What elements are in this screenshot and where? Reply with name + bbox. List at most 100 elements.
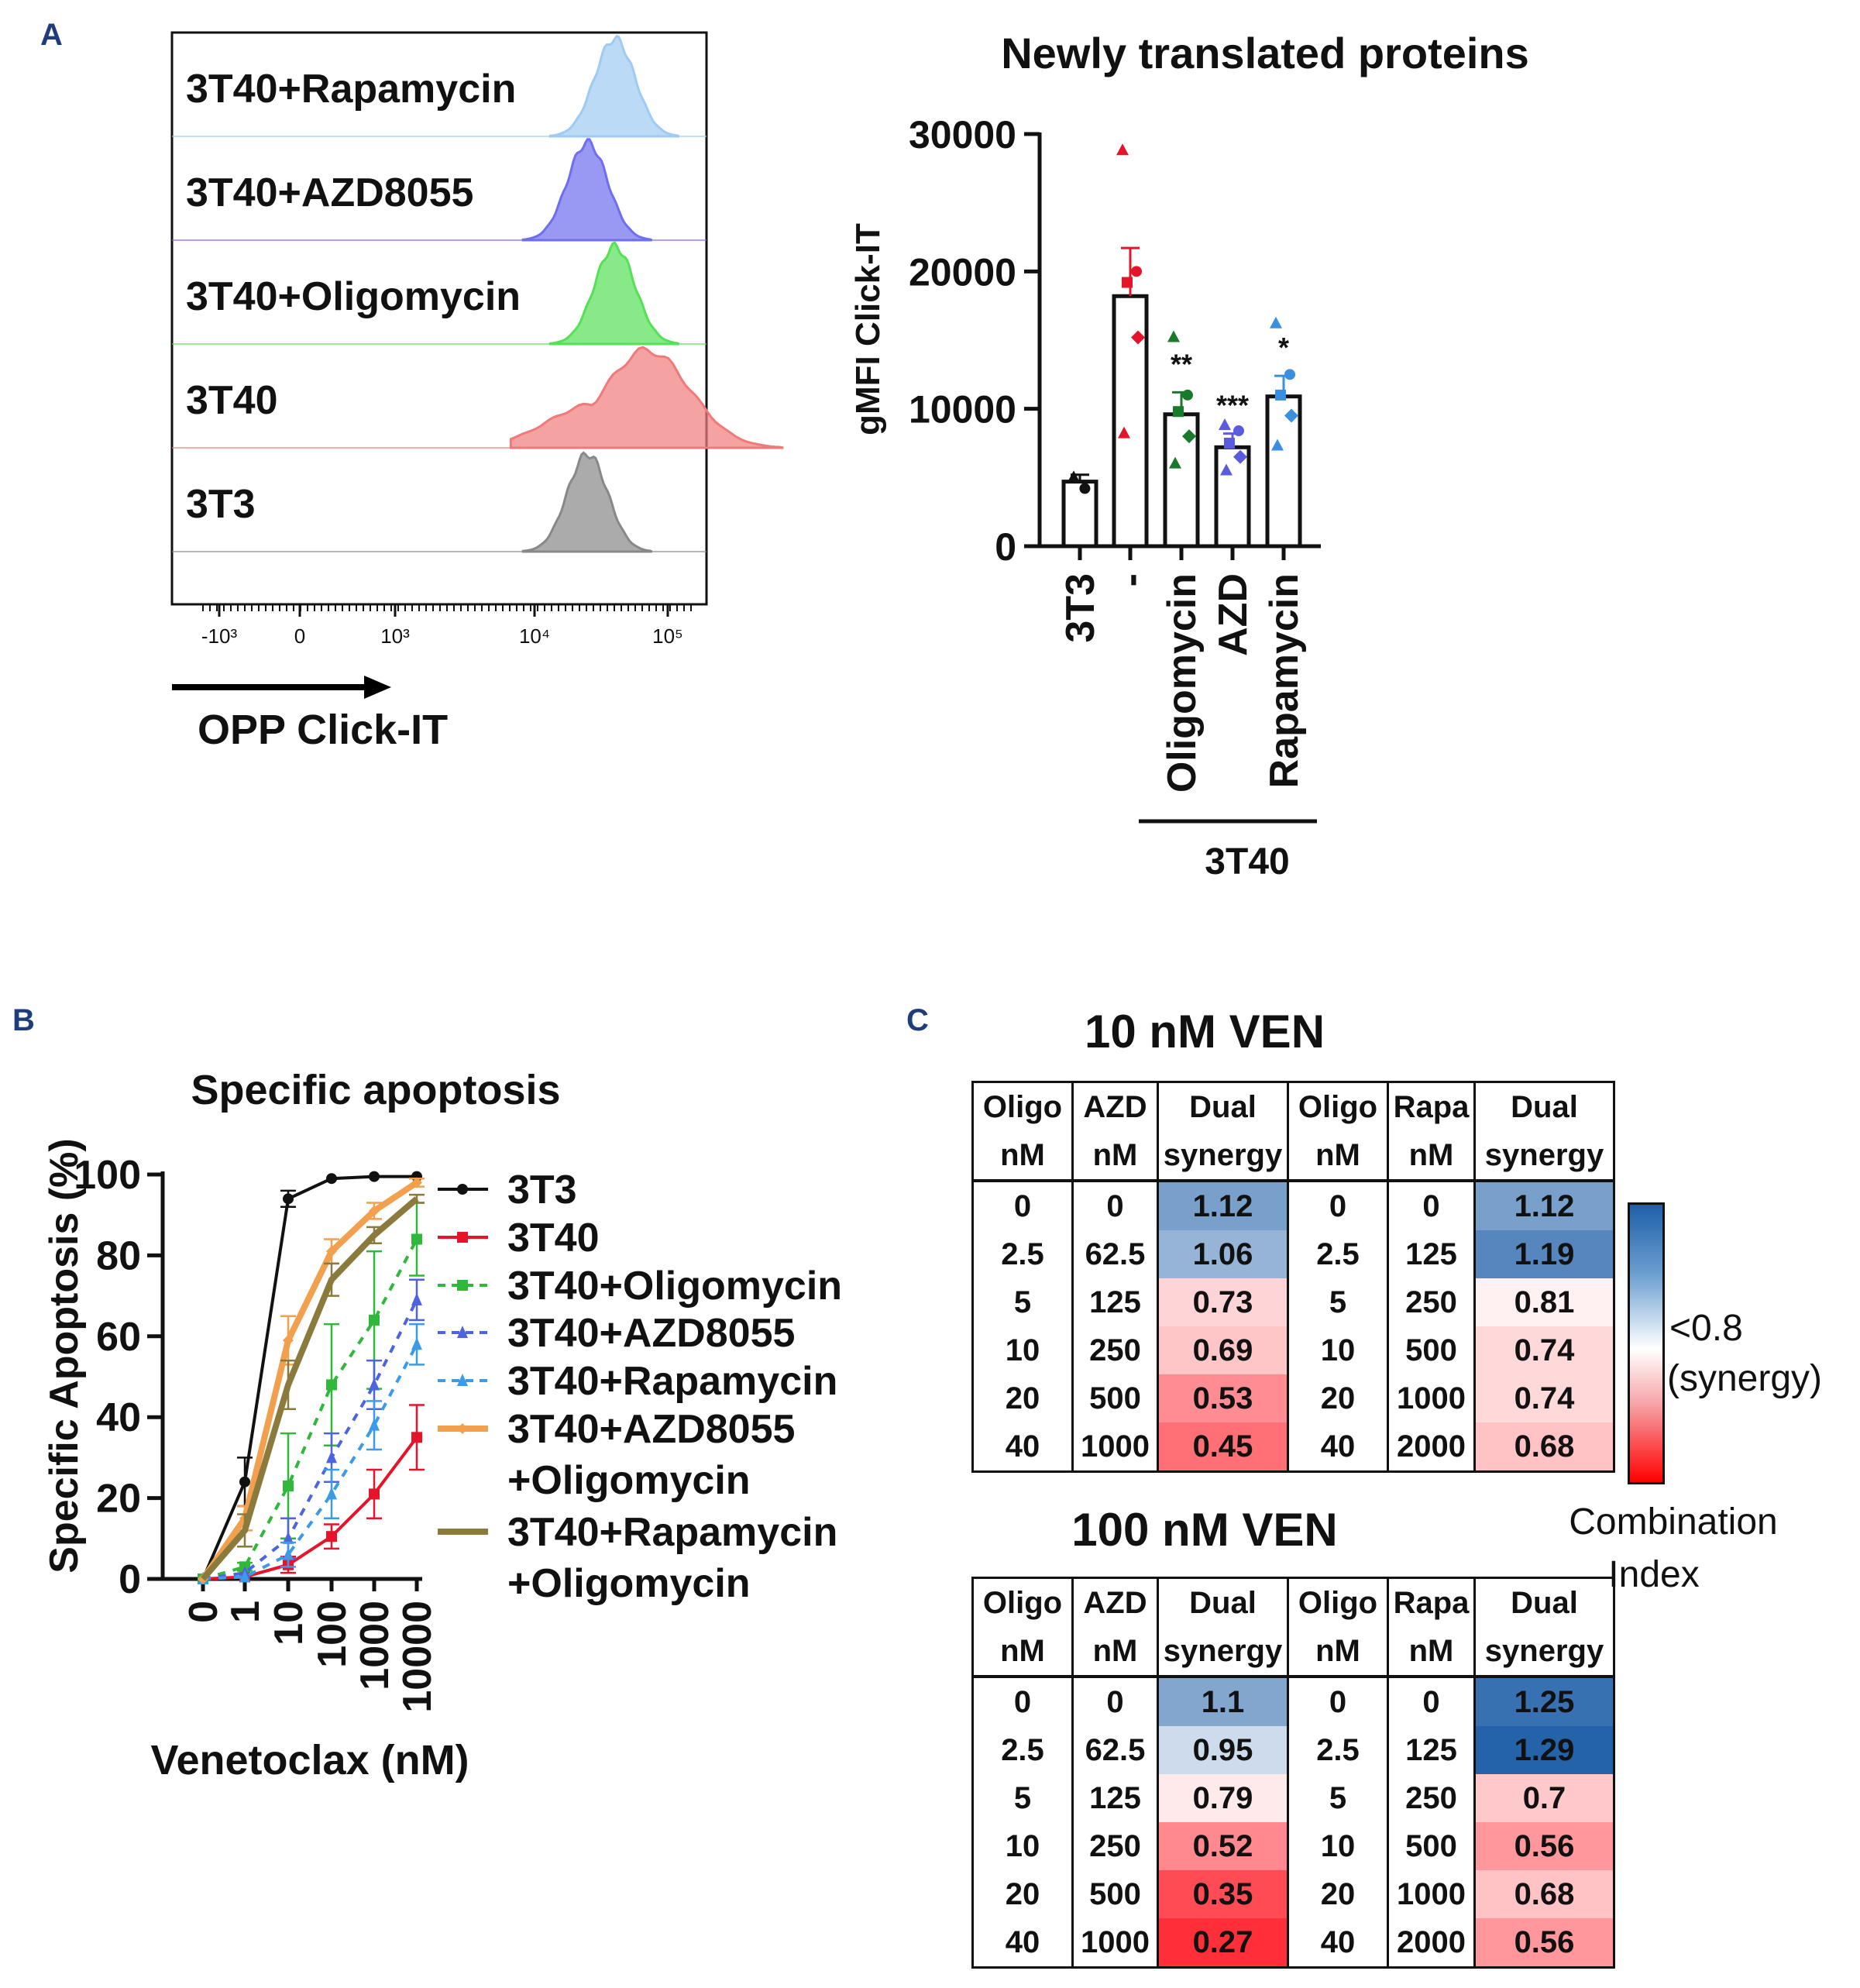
line-marker: [326, 1450, 337, 1463]
bar-data-point: [1275, 389, 1286, 401]
table-cell: Oligo: [1287, 1577, 1389, 1627]
bar-chart-ylabel: gMFI Click-IT: [849, 223, 887, 435]
table-cell: 0.45: [1157, 1422, 1289, 1473]
table-cell: nM: [971, 1131, 1074, 1182]
table-cell: nM: [971, 1627, 1074, 1678]
colorbar-label-line2: (synergy): [1667, 1358, 1822, 1399]
table-cell: 1000: [1071, 1918, 1159, 1969]
table-cell: 0.35: [1157, 1870, 1289, 1918]
line-y-tick-label: 40: [96, 1395, 141, 1440]
line-marker: [411, 1432, 422, 1443]
line-y-tick-label: 20: [96, 1477, 141, 1522]
table-cell: Dual: [1157, 1081, 1289, 1131]
panel-letter-a: A: [40, 18, 63, 52]
table-cell: 1.1: [1157, 1677, 1289, 1726]
table-cell: 0.53: [1157, 1374, 1289, 1422]
bar-category-label: -: [1109, 573, 1153, 586]
table-cell: 0: [1071, 1677, 1159, 1726]
panel-letter-b: B: [12, 1003, 35, 1037]
table-cell: Oligo: [971, 1081, 1074, 1131]
line-marker: [369, 1314, 380, 1326]
line-x-tick-label: 100: [310, 1601, 355, 1668]
table-row: 2.5 62.5 0.95 2.5 125 1.29: [971, 1726, 1615, 1774]
line-marker: [239, 1570, 250, 1583]
line-x-tick-label: 1: [223, 1601, 268, 1623]
bar-data-point: [1118, 426, 1130, 439]
line-marker: [326, 1487, 337, 1500]
table-cell: 62.5: [1071, 1726, 1159, 1774]
bar-data-point: [1122, 277, 1133, 288]
line-chart-title: Specific apoptosis: [191, 1067, 560, 1113]
table-cell: 5: [1287, 1774, 1389, 1822]
line-y-tick-label: 100: [74, 1153, 141, 1198]
bar-data-point: [1219, 418, 1231, 430]
table-row: Oligo AZD Dual Oligo Rapa Dual: [971, 1081, 1615, 1131]
line-x-tick-label: 10: [266, 1601, 311, 1646]
table-1-title: 10 nM VEN: [1085, 1006, 1325, 1058]
table-cell: 1.25: [1473, 1677, 1615, 1726]
table-cell: 125: [1387, 1230, 1476, 1278]
legend-label: 3T40+AZD8055: [507, 1407, 795, 1452]
line-marker: [457, 1280, 468, 1291]
line-marker: [283, 1335, 294, 1347]
bar-y-tick-label: 30000: [909, 113, 1016, 156]
table-cell: 40: [1287, 1918, 1389, 1969]
line-marker: [369, 1205, 380, 1216]
line-marker: [326, 1531, 337, 1543]
line-chart: 02040608010001101001000100003T33T403T40+…: [74, 1153, 842, 1713]
line-marker: [283, 1480, 294, 1491]
line-series: [201, 1175, 417, 1580]
table-cell: 125: [1071, 1278, 1159, 1326]
line-marker: [411, 1337, 422, 1350]
table-cell: Dual: [1473, 1081, 1615, 1131]
table-cell: 1.12: [1473, 1181, 1615, 1230]
table-cell: synergy: [1473, 1627, 1615, 1678]
table-cell: 0.73: [1157, 1278, 1289, 1326]
bar: [1163, 412, 1200, 549]
table-cell: 250: [1071, 1822, 1159, 1870]
line-marker: [369, 1171, 380, 1182]
histogram-peak: [521, 138, 653, 242]
line-series: [202, 1343, 418, 1580]
combination-index-colorbar: [1628, 1202, 1665, 1484]
histogram-xlabel: OPP Click-IT: [198, 707, 448, 753]
bar-y-tick-label: 20000: [909, 250, 1016, 294]
table-cell: 5: [971, 1278, 1074, 1326]
bar-significance-label: ***: [1216, 390, 1249, 421]
table-row: nM nM synergy nM nM synergy: [971, 1627, 1615, 1678]
table-cell: Rapa: [1387, 1081, 1476, 1131]
table-cell: 62.5: [1071, 1230, 1159, 1278]
table-row: 5 125 0.73 5 250 0.81: [971, 1278, 1615, 1326]
table-cell: 20: [1287, 1374, 1389, 1422]
histogram-sample-label: 3T40+AZD8055: [186, 170, 473, 215]
table-row: 20 500 0.35 20 1000 0.68: [971, 1870, 1615, 1918]
table-cell: 500: [1071, 1870, 1159, 1918]
table-cell: nM: [1387, 1627, 1476, 1678]
table-cell: 5: [1287, 1278, 1389, 1326]
line-marker: [326, 1173, 337, 1185]
table-cell: 250: [1387, 1774, 1476, 1822]
table-cell: 500: [1387, 1822, 1476, 1870]
bar-data-point: [1270, 316, 1282, 328]
line-marker: [457, 1232, 468, 1243]
histogram-sample-label: 3T40+Rapamycin: [186, 67, 516, 112]
histogram-x-tick-label: 10³: [380, 624, 410, 648]
bar-chart-title: Newly translated proteins: [1001, 29, 1529, 77]
legend-label: 3T40+AZD8055: [507, 1311, 795, 1356]
table-cell: 0.56: [1473, 1918, 1615, 1969]
histogram-sample-label: 3T40+Oligomycin: [186, 274, 521, 319]
table-cell: nM: [1071, 1131, 1159, 1182]
line-marker: [369, 1418, 380, 1431]
table-cell: 500: [1071, 1374, 1159, 1422]
table-row: 10 250 0.52 10 500 0.56: [971, 1822, 1615, 1870]
line-series: [202, 1238, 418, 1580]
bar-category-label: Oligomycin: [1160, 573, 1205, 793]
bar-data-point: [1068, 470, 1080, 483]
table-cell: 0.68: [1473, 1422, 1615, 1473]
bar-significance-label: *: [1278, 332, 1289, 363]
table-row: 0 0 1.1 0 0 1.25: [971, 1677, 1615, 1726]
table-cell: 10: [971, 1326, 1074, 1374]
table-cell: 0.7: [1473, 1774, 1615, 1822]
histogram-peak: [521, 451, 653, 553]
